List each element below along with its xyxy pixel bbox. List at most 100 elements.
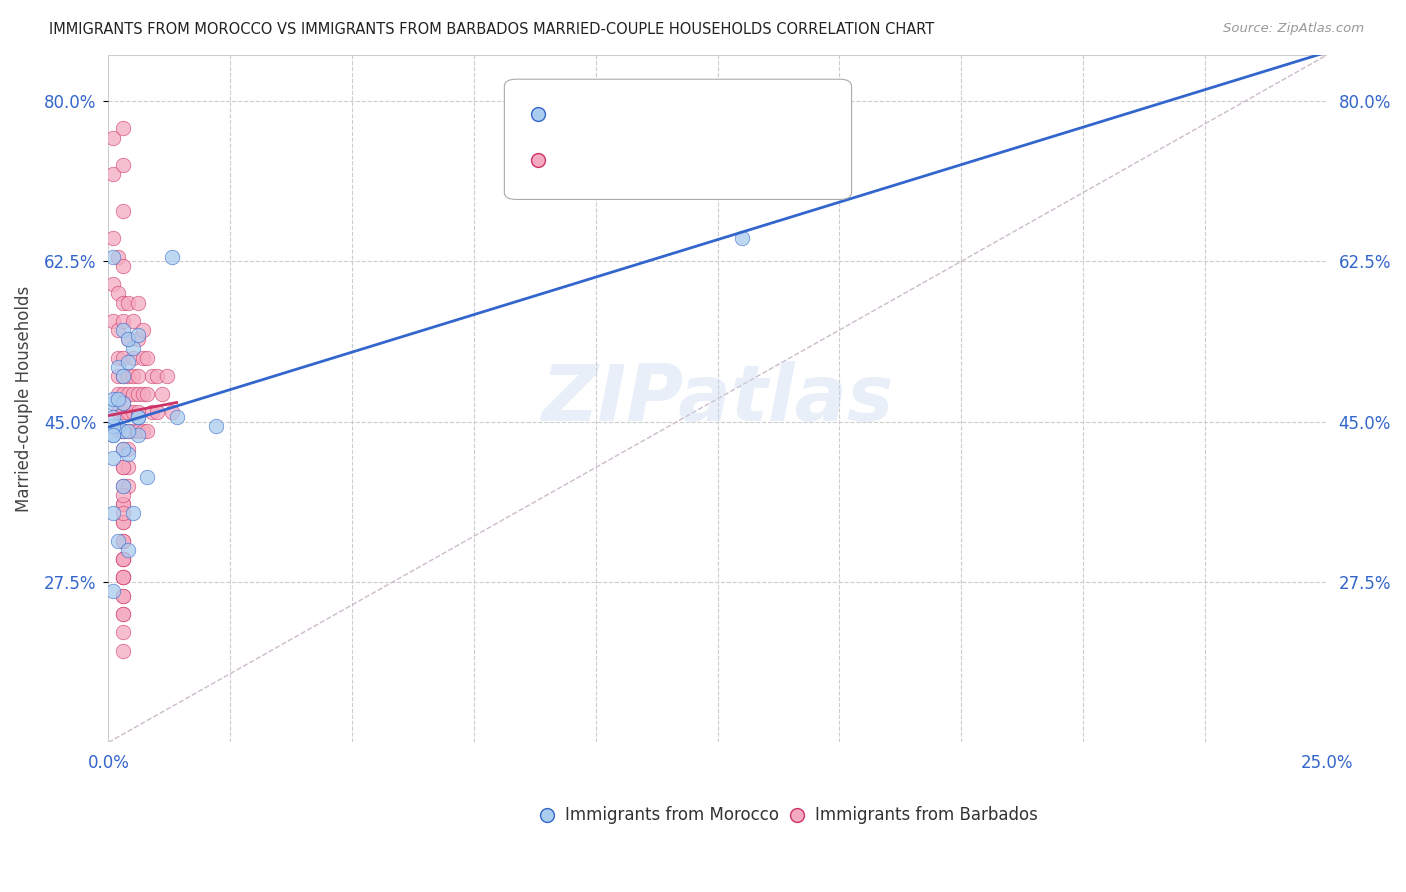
Point xyxy=(141,405,163,419)
Text: Immigrants from Morocco: Immigrants from Morocco xyxy=(565,805,779,823)
Point xyxy=(107,286,129,301)
Point xyxy=(117,424,139,438)
Point xyxy=(103,506,125,520)
Point xyxy=(136,424,159,438)
Point xyxy=(107,323,129,337)
Point xyxy=(112,552,135,566)
Point xyxy=(131,387,153,401)
Point xyxy=(117,405,139,419)
Point xyxy=(103,277,125,292)
Point xyxy=(112,488,135,502)
Point xyxy=(103,250,125,264)
Point xyxy=(112,368,135,383)
Point xyxy=(136,469,159,483)
Point xyxy=(117,460,139,475)
Point xyxy=(112,607,135,621)
Point xyxy=(112,424,135,438)
Point xyxy=(150,387,173,401)
Point xyxy=(103,451,125,466)
Point xyxy=(107,392,129,406)
Text: Source: ZipAtlas.com: Source: ZipAtlas.com xyxy=(1223,22,1364,36)
Point xyxy=(121,342,143,356)
Point xyxy=(103,428,125,442)
Point xyxy=(117,295,139,310)
Point xyxy=(131,351,153,365)
Point xyxy=(112,625,135,640)
FancyBboxPatch shape xyxy=(505,79,852,200)
Point xyxy=(127,295,149,310)
Point xyxy=(117,442,139,457)
Point xyxy=(146,368,169,383)
Point xyxy=(127,410,149,425)
Point xyxy=(146,405,169,419)
Point xyxy=(112,203,135,218)
Point xyxy=(121,387,143,401)
Point xyxy=(121,314,143,328)
Point xyxy=(112,589,135,603)
Text: Immigrants from Barbados: Immigrants from Barbados xyxy=(815,805,1038,823)
Point xyxy=(112,460,135,475)
Point xyxy=(112,570,135,584)
Point xyxy=(112,460,135,475)
Y-axis label: Married-couple Households: Married-couple Households xyxy=(15,285,32,512)
Point xyxy=(107,405,129,419)
Point xyxy=(141,368,163,383)
Point xyxy=(107,424,129,438)
Point xyxy=(136,351,159,365)
Point xyxy=(127,327,149,342)
Text: R =  0.015: R = 0.015 xyxy=(560,104,655,122)
Point xyxy=(112,368,135,383)
Point xyxy=(121,405,143,419)
Point xyxy=(117,543,139,558)
Point xyxy=(107,359,129,374)
Point xyxy=(107,419,129,434)
Point xyxy=(112,121,135,136)
Text: R =  0.157: R = 0.157 xyxy=(560,151,655,169)
Point xyxy=(112,497,135,511)
Text: ZIPatlas: ZIPatlas xyxy=(541,360,894,437)
Point xyxy=(112,295,135,310)
Point xyxy=(103,584,125,599)
Point xyxy=(136,387,159,401)
Point xyxy=(127,387,149,401)
Point xyxy=(112,396,135,410)
Point xyxy=(127,332,149,346)
Point xyxy=(107,533,129,548)
Point xyxy=(117,332,139,346)
Point xyxy=(121,506,143,520)
Point xyxy=(103,130,125,145)
Point xyxy=(103,410,125,425)
Point xyxy=(112,323,135,337)
Point xyxy=(117,387,139,401)
Point xyxy=(107,250,129,264)
Point xyxy=(112,516,135,530)
Point xyxy=(103,392,125,406)
Point xyxy=(112,479,135,493)
Point xyxy=(117,332,139,346)
Point xyxy=(112,570,135,584)
Point xyxy=(112,552,135,566)
Point xyxy=(112,589,135,603)
Point xyxy=(121,351,143,365)
Point xyxy=(131,424,153,438)
Point xyxy=(107,351,129,365)
Point xyxy=(107,368,129,383)
Point xyxy=(127,424,149,438)
Point xyxy=(117,447,139,461)
Point xyxy=(117,368,139,383)
Point xyxy=(112,424,135,438)
Text: N = 86: N = 86 xyxy=(697,151,765,169)
Point xyxy=(112,158,135,172)
Point xyxy=(112,424,135,438)
Point xyxy=(112,351,135,365)
Point xyxy=(112,442,135,457)
Point xyxy=(127,368,149,383)
Text: N = 36: N = 36 xyxy=(697,104,765,122)
Point xyxy=(103,419,125,434)
Point xyxy=(103,231,125,245)
Point xyxy=(112,506,135,520)
Point xyxy=(127,428,149,442)
Point xyxy=(117,355,139,369)
Point xyxy=(112,644,135,658)
Point xyxy=(112,570,135,584)
